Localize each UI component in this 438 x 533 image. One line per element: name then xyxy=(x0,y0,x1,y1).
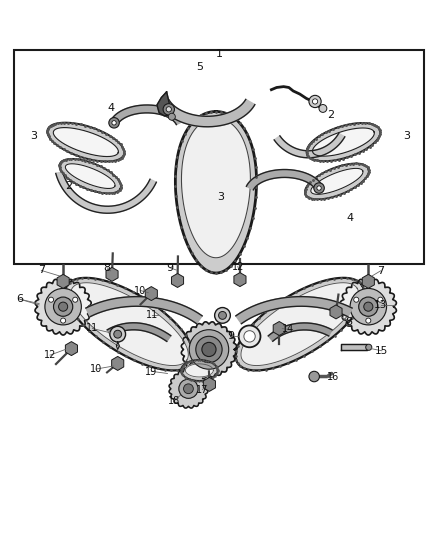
Polygon shape xyxy=(56,172,156,213)
Circle shape xyxy=(49,297,53,302)
Text: 5: 5 xyxy=(196,62,203,72)
Text: 9: 9 xyxy=(166,263,173,273)
Text: 1: 1 xyxy=(215,49,223,59)
Polygon shape xyxy=(341,344,367,350)
Polygon shape xyxy=(107,323,171,342)
Text: 4: 4 xyxy=(108,102,115,112)
Circle shape xyxy=(163,103,174,115)
Circle shape xyxy=(45,288,81,325)
Circle shape xyxy=(202,342,216,357)
Text: 9: 9 xyxy=(228,332,235,341)
Text: 6: 6 xyxy=(16,294,23,304)
Text: 15: 15 xyxy=(375,346,389,356)
Polygon shape xyxy=(47,123,124,161)
Polygon shape xyxy=(181,322,237,377)
Polygon shape xyxy=(175,111,257,273)
Circle shape xyxy=(309,372,319,382)
Polygon shape xyxy=(169,369,208,408)
Polygon shape xyxy=(71,282,188,366)
Polygon shape xyxy=(157,92,172,116)
Circle shape xyxy=(366,318,371,323)
Circle shape xyxy=(219,311,226,319)
Circle shape xyxy=(184,384,193,394)
Circle shape xyxy=(309,95,321,108)
Polygon shape xyxy=(307,123,380,161)
Circle shape xyxy=(312,99,318,104)
Polygon shape xyxy=(181,360,218,381)
Circle shape xyxy=(364,302,373,311)
Text: 17: 17 xyxy=(196,385,208,394)
Polygon shape xyxy=(313,128,374,156)
Text: 18: 18 xyxy=(168,395,180,406)
Polygon shape xyxy=(60,159,121,193)
Circle shape xyxy=(179,379,198,398)
Circle shape xyxy=(189,330,229,369)
Text: 11: 11 xyxy=(146,310,158,319)
Bar xyxy=(14,51,424,264)
Text: 14: 14 xyxy=(282,325,294,334)
Text: 3: 3 xyxy=(30,131,37,141)
Text: 10: 10 xyxy=(134,286,147,295)
Circle shape xyxy=(366,344,372,350)
Circle shape xyxy=(53,297,73,316)
Text: 4: 4 xyxy=(346,213,353,223)
Polygon shape xyxy=(86,297,202,324)
Circle shape xyxy=(196,336,222,362)
Circle shape xyxy=(168,113,175,120)
Text: 8: 8 xyxy=(346,317,353,327)
Polygon shape xyxy=(236,278,364,370)
Polygon shape xyxy=(65,164,115,189)
Polygon shape xyxy=(274,133,345,158)
Circle shape xyxy=(59,302,68,311)
Text: 2: 2 xyxy=(65,181,72,191)
Text: 8: 8 xyxy=(104,263,111,273)
Text: 7: 7 xyxy=(38,265,45,276)
Circle shape xyxy=(317,186,321,190)
Text: 3: 3 xyxy=(218,192,225,201)
Text: 12: 12 xyxy=(232,262,244,271)
Circle shape xyxy=(354,297,359,302)
Circle shape xyxy=(112,120,116,125)
Circle shape xyxy=(73,297,78,302)
Circle shape xyxy=(314,183,324,193)
Text: 16: 16 xyxy=(327,372,339,382)
Polygon shape xyxy=(53,127,118,157)
Circle shape xyxy=(359,297,378,316)
Circle shape xyxy=(350,288,387,325)
Polygon shape xyxy=(35,278,91,335)
Circle shape xyxy=(319,104,327,112)
Circle shape xyxy=(244,330,255,342)
Circle shape xyxy=(215,308,230,323)
Polygon shape xyxy=(241,282,359,366)
Polygon shape xyxy=(159,99,255,127)
Polygon shape xyxy=(340,278,396,335)
Polygon shape xyxy=(247,169,322,190)
Circle shape xyxy=(166,107,171,112)
Text: 11: 11 xyxy=(86,324,99,334)
Polygon shape xyxy=(236,297,352,324)
Circle shape xyxy=(109,118,119,128)
Text: 19: 19 xyxy=(145,367,157,377)
Text: 10: 10 xyxy=(90,364,102,374)
Polygon shape xyxy=(305,164,369,199)
Text: 7: 7 xyxy=(377,266,384,276)
Polygon shape xyxy=(268,323,332,341)
Circle shape xyxy=(239,326,261,348)
Text: 13: 13 xyxy=(374,300,387,310)
Polygon shape xyxy=(65,278,194,370)
Circle shape xyxy=(60,318,66,323)
Polygon shape xyxy=(185,364,213,377)
Circle shape xyxy=(110,326,126,342)
Circle shape xyxy=(378,297,383,302)
Polygon shape xyxy=(311,168,363,195)
Polygon shape xyxy=(181,118,251,258)
Text: 2: 2 xyxy=(327,110,334,119)
Text: 3: 3 xyxy=(403,131,410,141)
Circle shape xyxy=(114,330,122,338)
Polygon shape xyxy=(110,105,184,125)
Text: 12: 12 xyxy=(44,350,56,360)
